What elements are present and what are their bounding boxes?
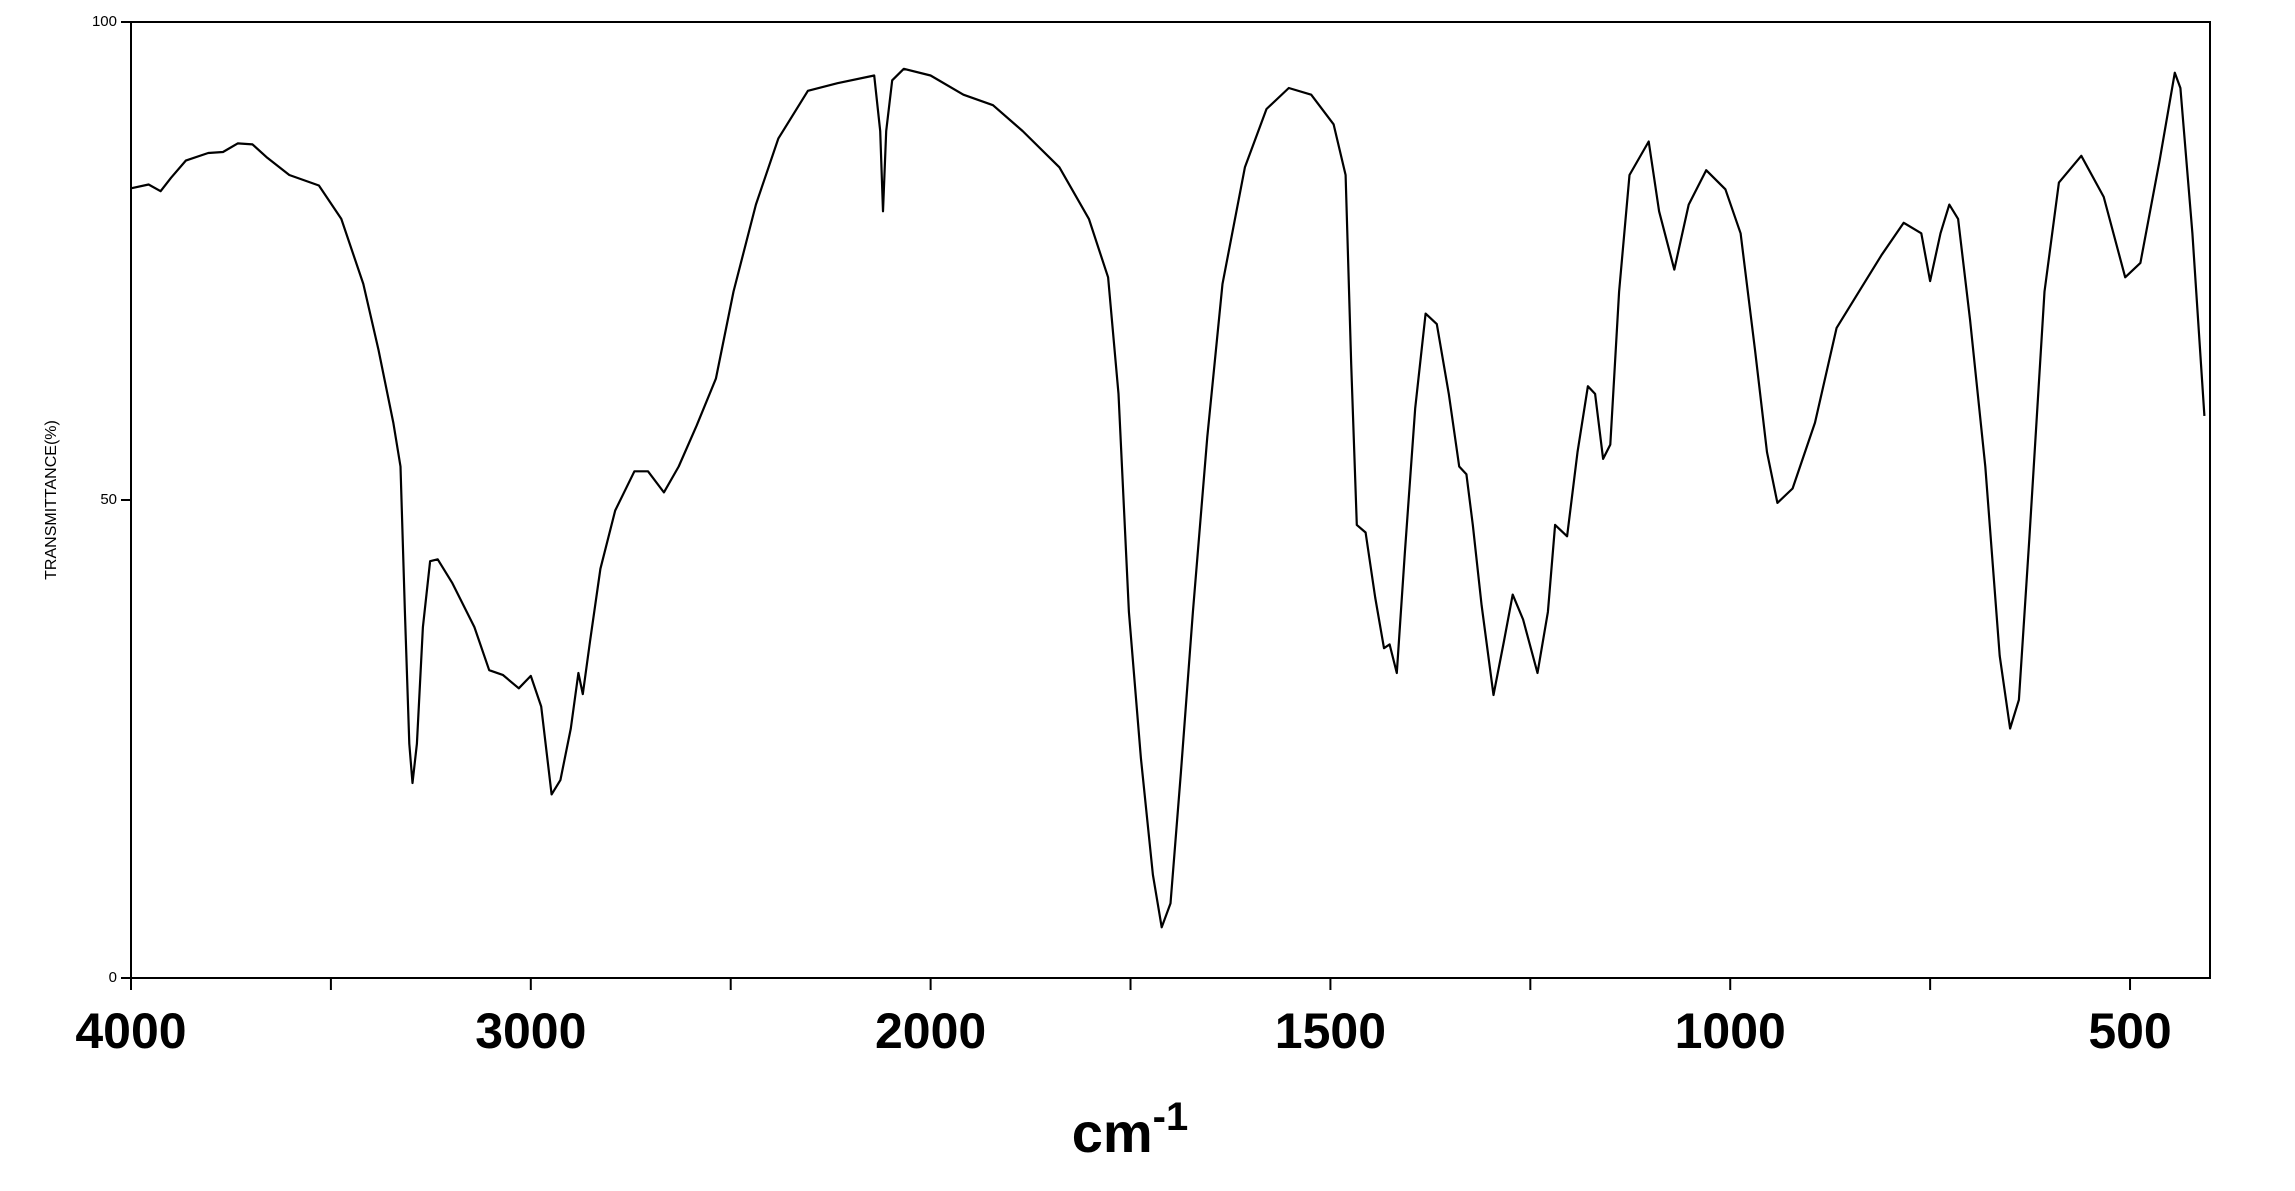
x-axis-label-main: cm bbox=[1072, 1101, 1153, 1164]
y-tick-label: 50 bbox=[100, 491, 117, 508]
x-axis-label: cm-1 bbox=[1072, 1095, 1189, 1164]
x-tick-label: 1000 bbox=[1675, 1003, 1786, 1059]
x-tick-label: 2000 bbox=[875, 1003, 986, 1059]
x-tick-label: 3000 bbox=[475, 1003, 586, 1059]
y-tick-label: 100 bbox=[92, 13, 117, 30]
x-axis-label-superscript: -1 bbox=[1153, 1095, 1189, 1139]
y-axis-label: TRANSMITTANCE(%) bbox=[43, 420, 60, 580]
plot-frame bbox=[130, 21, 2211, 979]
x-tick-label: 4000 bbox=[75, 1003, 186, 1059]
spectrum-line bbox=[130, 67, 2206, 929]
x-tick-label: 500 bbox=[2088, 1003, 2171, 1059]
y-tick-label: 0 bbox=[109, 969, 117, 986]
x-tick-label: 1500 bbox=[1275, 1003, 1386, 1059]
